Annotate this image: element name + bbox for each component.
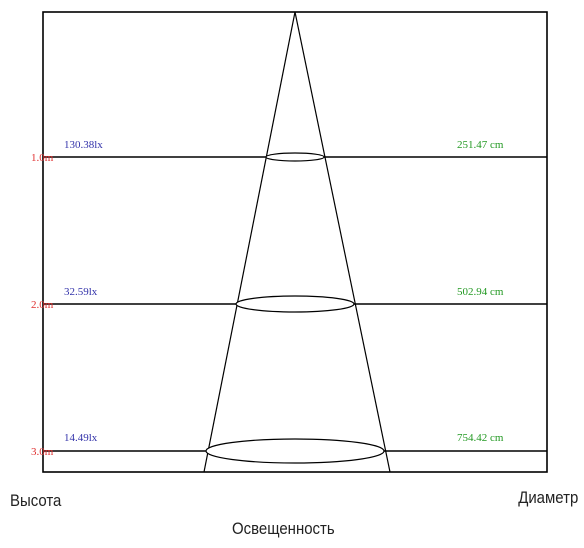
beam-cone-left-edge (203, 11, 296, 473)
height-label-3: 3.0m (31, 446, 54, 458)
illuminance-caption: Освещенность (232, 519, 335, 538)
illuminance-label-2: 32.59lx (64, 286, 98, 298)
beam-ellipse-1 (265, 152, 325, 162)
height-caption: Высота (10, 491, 62, 510)
beam-ellipse-2 (235, 295, 355, 313)
diagram-frame (42, 11, 548, 473)
height-label-2: 2.0m (31, 299, 54, 311)
beam-cone-right-edge (294, 11, 391, 473)
height-label-1: 1.0m (31, 152, 54, 164)
diameter-label-2: 502.94 cm (457, 286, 504, 298)
illuminance-label-3: 14.49lx (64, 432, 98, 444)
illuminance-label-1: 130.38lx (64, 139, 103, 151)
beam-ellipse-3 (205, 438, 385, 464)
diameter-caption: Диаметр (517, 488, 578, 507)
diameter-label-3: 754.42 cm (457, 432, 504, 444)
diameter-label-1: 251.47 cm (457, 139, 504, 151)
